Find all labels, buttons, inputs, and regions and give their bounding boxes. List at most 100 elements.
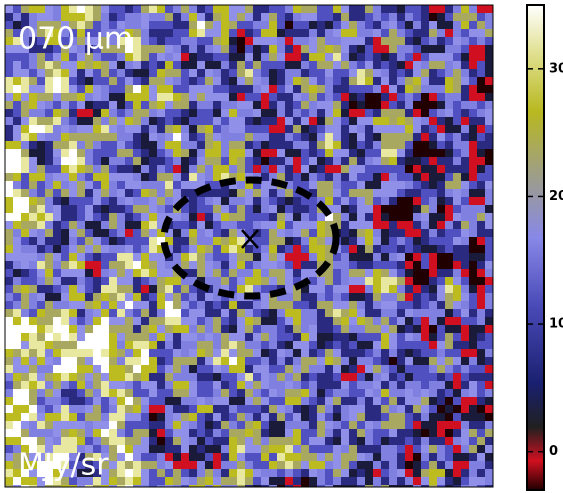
- map-pixel: [445, 325, 454, 334]
- map-pixel: [173, 213, 182, 222]
- map-pixel: [37, 133, 46, 142]
- map-pixel: [277, 461, 286, 470]
- map-pixel: [45, 317, 54, 326]
- map-pixel: [157, 13, 166, 22]
- map-pixel: [285, 229, 294, 238]
- map-pixel: [13, 237, 22, 246]
- map-pixel: [21, 253, 30, 262]
- map-pixel: [421, 237, 430, 246]
- map-pixel: [189, 317, 198, 326]
- map-pixel: [101, 397, 110, 406]
- map-pixel: [101, 365, 110, 374]
- map-pixel: [461, 45, 470, 54]
- map-pixel: [277, 413, 286, 422]
- map-pixel: [165, 85, 174, 94]
- map-pixel: [381, 277, 390, 286]
- map-pixel: [365, 213, 374, 222]
- map-pixel: [341, 325, 350, 334]
- map-pixel: [341, 13, 350, 22]
- map-pixel: [205, 445, 214, 454]
- map-pixel: [469, 13, 478, 22]
- map-pixel: [317, 189, 326, 198]
- map-pixel: [485, 341, 493, 350]
- map-pixel: [349, 61, 358, 70]
- map-pixel: [429, 381, 438, 390]
- map-pixel: [109, 93, 118, 102]
- map-pixel: [101, 133, 110, 142]
- map-pixel: [277, 29, 286, 38]
- map-pixel: [93, 413, 102, 422]
- map-pixel: [53, 117, 62, 126]
- map-pixel: [245, 109, 254, 118]
- map-pixel: [117, 77, 126, 86]
- map-pixel: [317, 85, 326, 94]
- map-pixel: [429, 269, 438, 278]
- map-pixel: [301, 181, 310, 190]
- map-pixel: [21, 85, 30, 94]
- map-pixel: [461, 29, 470, 38]
- map-pixel: [21, 413, 30, 422]
- map-pixel: [53, 245, 62, 254]
- map-pixel: [181, 109, 190, 118]
- map-pixel: [221, 277, 230, 286]
- map-pixel: [349, 261, 358, 270]
- map-pixel: [205, 413, 214, 422]
- map-pixel: [365, 85, 374, 94]
- map-pixel: [37, 181, 46, 190]
- map-pixel: [5, 29, 14, 38]
- map-pixel: [21, 341, 30, 350]
- map-pixel: [165, 301, 174, 310]
- map-pixel: [53, 253, 62, 262]
- map-pixel: [301, 37, 310, 46]
- map-pixel: [309, 373, 318, 382]
- map-pixel: [141, 301, 150, 310]
- map-pixel: [5, 69, 14, 78]
- map-pixel: [245, 373, 254, 382]
- map-pixel: [461, 341, 470, 350]
- map-pixel: [205, 293, 214, 302]
- map-pixel: [101, 181, 110, 190]
- map-pixel: [309, 389, 318, 398]
- map-pixel: [133, 357, 142, 366]
- map-pixel: [469, 189, 478, 198]
- map-pixel: [53, 61, 62, 70]
- map-pixel: [205, 221, 214, 230]
- map-pixel: [61, 357, 70, 366]
- map-pixel: [453, 229, 462, 238]
- map-pixel: [189, 373, 198, 382]
- map-pixel: [397, 365, 406, 374]
- map-pixel: [333, 37, 342, 46]
- map-pixel: [61, 5, 70, 14]
- map-pixel: [189, 165, 198, 174]
- map-pixel: [453, 221, 462, 230]
- map-pixel: [253, 229, 262, 238]
- map-pixel: [45, 213, 54, 222]
- map-pixel: [309, 261, 318, 270]
- map-pixel: [309, 149, 318, 158]
- map-pixel: [309, 485, 318, 487]
- map-pixel: [469, 317, 478, 326]
- map-pixel: [53, 333, 62, 342]
- map-pixel: [285, 477, 294, 486]
- map-pixel: [69, 365, 78, 374]
- map-pixel: [117, 357, 126, 366]
- map-pixel: [93, 365, 102, 374]
- map-pixel: [45, 389, 54, 398]
- map-pixel: [389, 245, 398, 254]
- map-pixel: [117, 29, 126, 38]
- map-pixel: [325, 149, 334, 158]
- map-pixel: [461, 93, 470, 102]
- map-pixel: [341, 357, 350, 366]
- map-pixel: [317, 13, 326, 22]
- map-pixel: [317, 477, 326, 486]
- map-pixel: [45, 445, 54, 454]
- map-pixel: [189, 325, 198, 334]
- map-pixel: [13, 277, 22, 286]
- map-pixel: [477, 301, 486, 310]
- map-pixel: [69, 445, 78, 454]
- map-pixel: [109, 189, 118, 198]
- map-pixel: [85, 301, 94, 310]
- map-pixel: [69, 317, 78, 326]
- map-pixel: [237, 5, 246, 14]
- map-pixel: [261, 45, 270, 54]
